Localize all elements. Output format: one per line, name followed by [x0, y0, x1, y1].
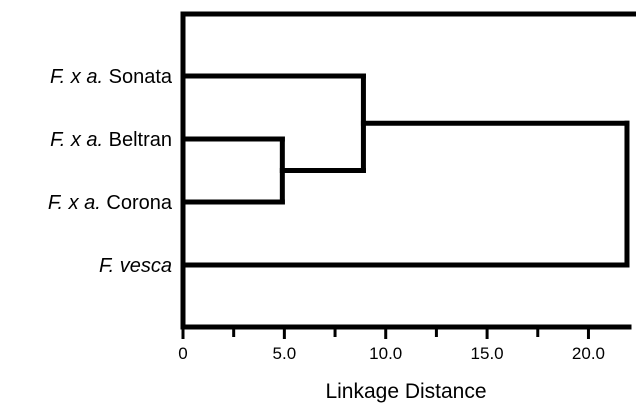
- leaf-label-species: F. x a.: [50, 129, 103, 151]
- leaf-label-corona: F. x a. Corona: [48, 192, 173, 214]
- leaf-label-beltran: F. x a. Beltran: [50, 129, 172, 151]
- leaf-label-species: F. x a.: [50, 66, 103, 88]
- leaf-label-species: F. x a.: [48, 192, 101, 214]
- leaf-label-sonata: F. x a. Sonata: [50, 66, 173, 88]
- leaf-label-vesca: F. vesca: [99, 255, 172, 277]
- x-tick-label: 20.0: [572, 344, 605, 363]
- leaf-label-species: F. vesca: [99, 255, 172, 277]
- x-tick-label: 10.0: [369, 344, 402, 363]
- leaf-label-cultivar: Sonata: [103, 66, 173, 88]
- x-tick-label: 0: [178, 344, 187, 363]
- x-tick-label: 5.0: [273, 344, 297, 363]
- x-axis-title: Linkage Distance: [325, 380, 486, 403]
- leaf-label-cultivar: Corona: [101, 192, 173, 214]
- x-tick-label: 15.0: [471, 344, 504, 363]
- leaf-label-cultivar: Beltran: [103, 129, 172, 151]
